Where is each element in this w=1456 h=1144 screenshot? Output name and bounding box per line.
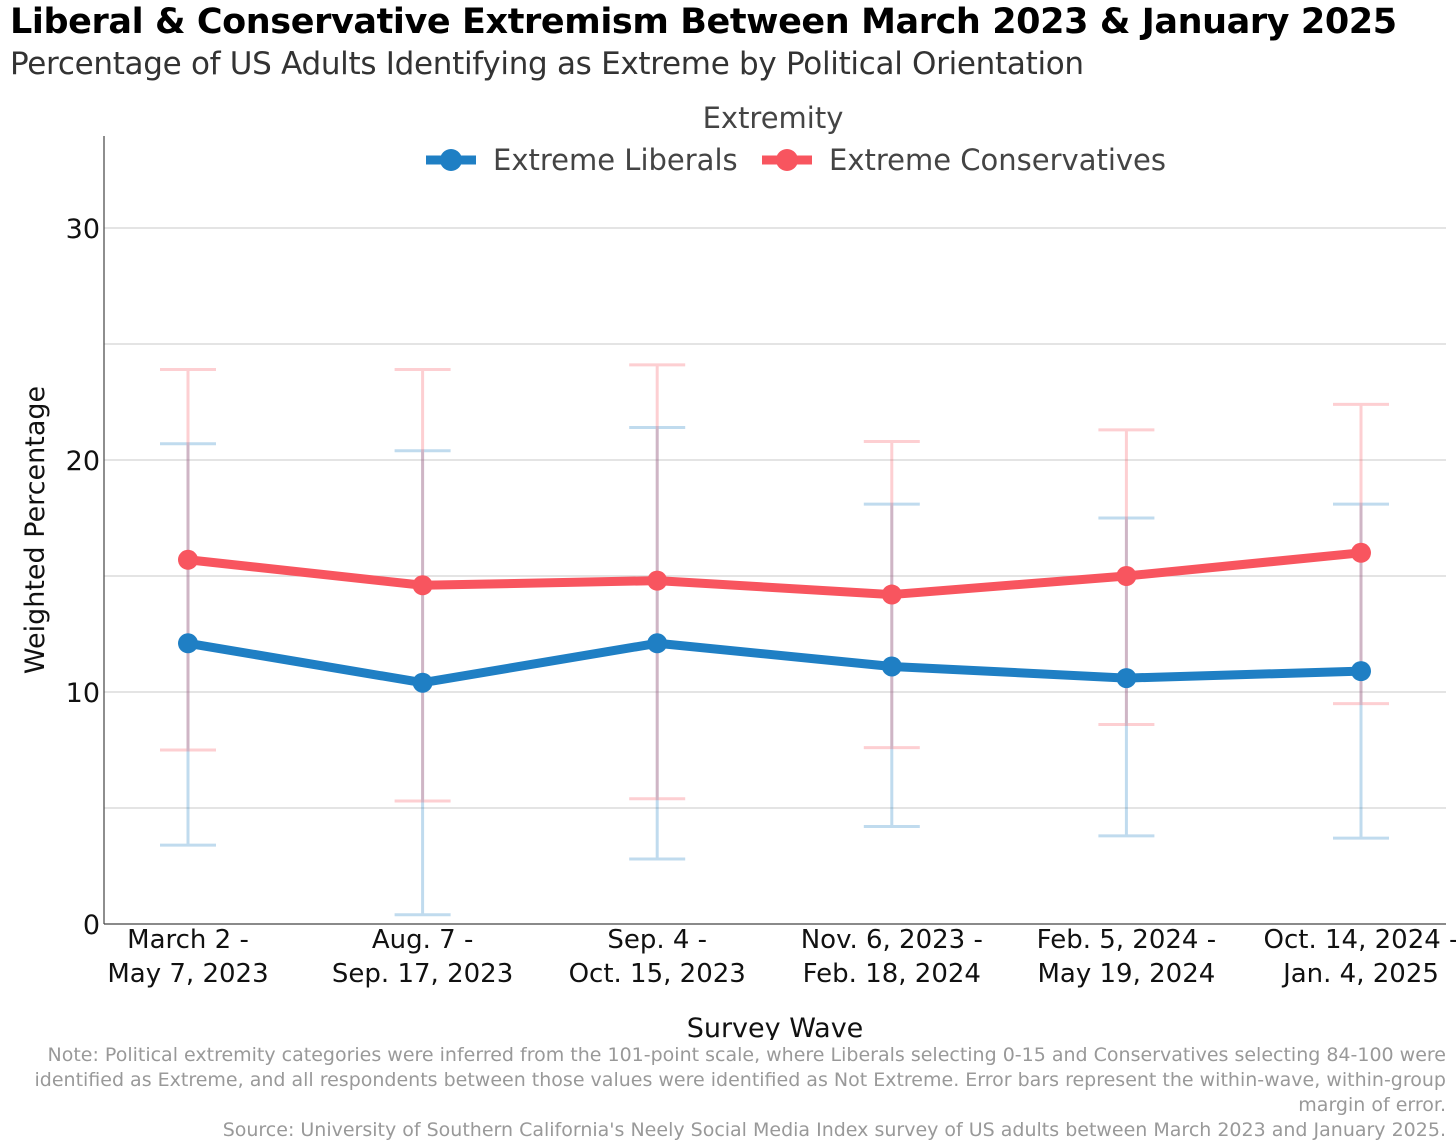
x-tick-label-line: May 19, 2024 [1037, 959, 1215, 989]
axes [103, 136, 1446, 925]
x-tick-label-line: Sep. 4 - [607, 925, 707, 955]
x-tick-label: Oct. 14, 2024 - Jan. 4, 2025 [1264, 925, 1456, 989]
legend-marker [776, 149, 798, 171]
data-point [178, 633, 198, 654]
y-axis-label: Weighted Percentage [20, 386, 51, 674]
data-point [881, 656, 902, 677]
legend-label: Extreme Conservatives [829, 143, 1166, 177]
data-point [1351, 542, 1371, 563]
line-chart: 0 10 20 30 March 2 - May 7, 2023 Aug. 7 - Sep.… [20, 101, 1456, 1040]
data-point [1351, 661, 1371, 682]
x-tick-label: Feb. 5, 2024 - May 19, 2024 [1037, 925, 1216, 989]
x-tick-label: March 2 - May 7, 2023 [107, 925, 268, 989]
note-text: Note: Political extremity categories wer… [34, 1044, 1447, 1116]
data-point [881, 584, 902, 605]
x-tick-label-line: Oct. 15, 2023 [569, 959, 746, 989]
x-tick-label-line: Oct. 14, 2024 - [1264, 925, 1456, 955]
legend-label: Extreme Liberals [493, 143, 738, 177]
x-tick-label-line: Feb. 18, 2024 [803, 959, 981, 989]
source-text: Source: University of Southern Californi… [222, 1119, 1446, 1141]
data-point [178, 549, 198, 570]
x-tick-labels: March 2 - May 7, 2023 Aug. 7 - Sep. 17, 202… [107, 925, 1456, 989]
data-point [647, 570, 668, 591]
legend-title: Extremity [703, 101, 844, 135]
x-tick-label-line: Sep. 17, 2023 [332, 959, 513, 989]
x-tick-label-line: Jan. 4, 2025 [1281, 959, 1439, 989]
x-tick-label-line: Feb. 5, 2024 - [1037, 925, 1216, 955]
x-tick-label-line: Aug. 7 - [372, 925, 474, 955]
series-lines [183, 548, 1366, 688]
grid-lines [104, 227, 1446, 809]
x-tick-label-line: March 2 - [127, 925, 249, 955]
chart-subtitle: Percentage of US Adults Identifying as E… [10, 46, 1084, 82]
chart-title: Liberal & Conservative Extremism Between… [10, 2, 1397, 42]
x-tick-label-line: May 7, 2023 [107, 959, 268, 989]
y-tick-label: 30 [66, 214, 100, 245]
data-point [647, 633, 668, 654]
legend-marker [440, 149, 462, 171]
series-line [183, 548, 1366, 600]
data-point [1116, 566, 1137, 586]
series-line [183, 638, 1366, 688]
y-tick-labels: 0 10 20 30 [66, 214, 100, 941]
x-tick-label: Nov. 6, 2023 - Feb. 18, 2024 [801, 925, 983, 989]
data-point [1116, 668, 1137, 689]
data-point [412, 672, 433, 693]
x-axis-label: Survey Wave [687, 1013, 864, 1040]
x-tick-label: Aug. 7 - Sep. 17, 2023 [332, 925, 513, 989]
y-tick-label: 10 [66, 678, 100, 709]
error-bars [160, 363, 1389, 917]
footnotes: Note: Political extremity categories wer… [6, 1043, 1447, 1143]
y-tick-label: 20 [66, 446, 100, 477]
y-tick-label: 0 [83, 910, 100, 941]
data-point [412, 575, 433, 596]
legend: Extremity Extreme Liberals Extreme Conser… [426, 101, 1166, 177]
x-tick-label-line: Nov. 6, 2023 - [801, 925, 983, 955]
series-points [178, 542, 1371, 693]
x-tick-label: Sep. 4 - Oct. 15, 2023 [569, 925, 746, 989]
